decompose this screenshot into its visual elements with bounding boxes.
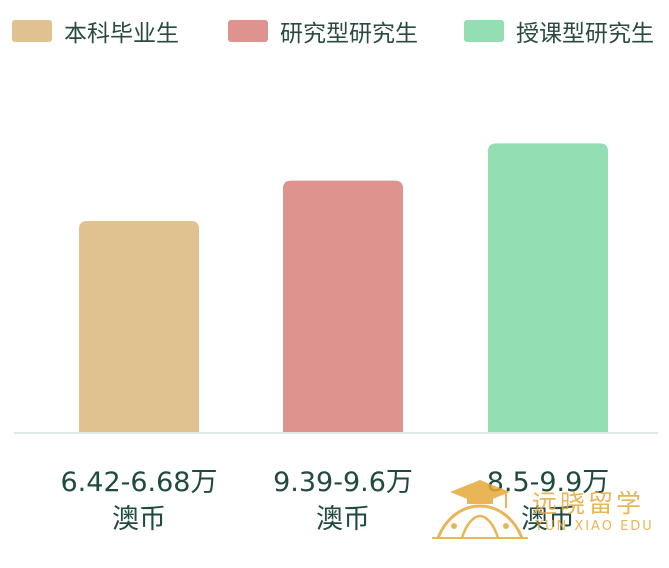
category-label-3-line-2: 澳币 (521, 504, 575, 535)
legend-label-coursework: 授课型研究生 (516, 21, 654, 47)
graduation-cap-logo-icon (432, 480, 528, 539)
bar-group (79, 143, 608, 433)
bar-coursework[interactable] (488, 143, 608, 433)
legend-swatch-coursework (464, 20, 504, 42)
bar-research[interactable] (283, 180, 403, 433)
legend-label-undergrad: 本科毕业生 (64, 21, 179, 47)
legend-label-research: 研究型研究生 (280, 21, 418, 47)
category-label-2-line-2: 澳币 (316, 504, 370, 535)
watermark-english-text: YUN XIAO EDU (535, 519, 654, 534)
legend-swatch-undergrad (12, 20, 52, 42)
legend-swatch-research (228, 20, 268, 42)
legend-item-undergrad[interactable]: 本科毕业生 (12, 16, 179, 47)
chart-legend: 本科毕业生 研究型研究生 授课型研究生 (0, 0, 669, 60)
watermark-logo: 远晓留学 YUN XIAO EDU (432, 478, 662, 540)
legend-item-research[interactable]: 研究型研究生 (228, 16, 418, 47)
watermark-chinese-text: 远晓留学 (532, 489, 645, 518)
category-label-1-line-1: 6.42-6.68万 (61, 467, 218, 498)
category-label-1-line-2: 澳币 (112, 504, 166, 535)
category-label-2-line-1: 9.39-9.6万 (273, 467, 413, 498)
legend-item-coursework[interactable]: 授课型研究生 (464, 16, 654, 47)
bar-undergrad[interactable] (79, 221, 199, 433)
